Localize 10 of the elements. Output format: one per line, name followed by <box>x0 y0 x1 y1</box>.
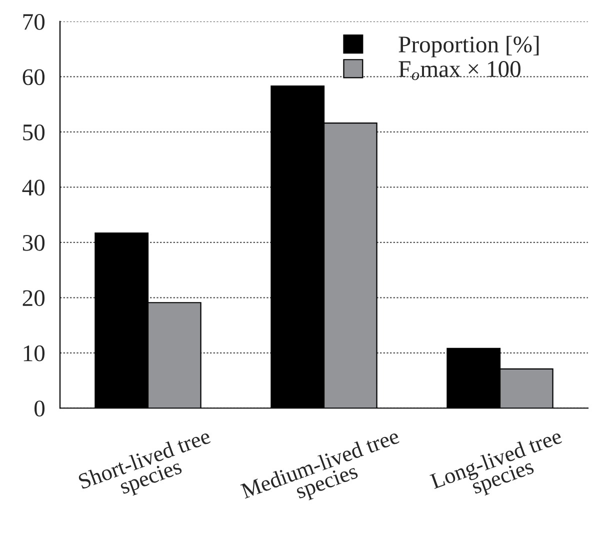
legend-label: F$_{o}$max × 100 <box>398 61 520 80</box>
y-tick-label: 30 <box>22 234 45 251</box>
legend-label: Proportion [%] <box>398 36 539 58</box>
y-tick-label: 60 <box>22 69 45 86</box>
y-tick-label: 0 <box>34 400 45 417</box>
y-tick-label: 40 <box>22 180 45 196</box>
y-tick-label: 20 <box>22 290 45 306</box>
y-tick-label: 50 <box>23 124 45 140</box>
y-tick-label: 70 <box>23 14 45 30</box>
y-tick-label: 10 <box>24 345 45 362</box>
